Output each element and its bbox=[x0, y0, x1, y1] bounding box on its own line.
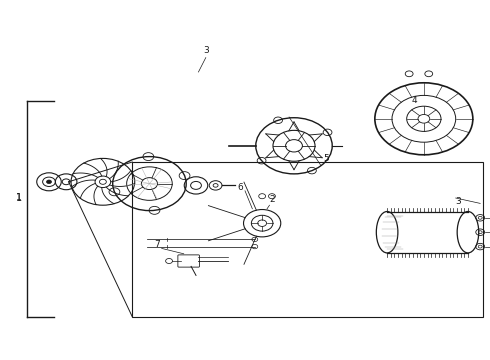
Text: 3: 3 bbox=[455, 197, 461, 206]
Text: 3: 3 bbox=[203, 46, 209, 55]
Text: 2: 2 bbox=[269, 195, 275, 204]
Text: 1: 1 bbox=[16, 193, 22, 203]
Text: 5: 5 bbox=[323, 154, 329, 163]
Text: 4: 4 bbox=[411, 96, 417, 105]
Text: 1: 1 bbox=[16, 194, 22, 202]
Text: 6: 6 bbox=[237, 183, 243, 192]
Circle shape bbox=[47, 180, 51, 184]
Text: 7: 7 bbox=[154, 240, 160, 249]
